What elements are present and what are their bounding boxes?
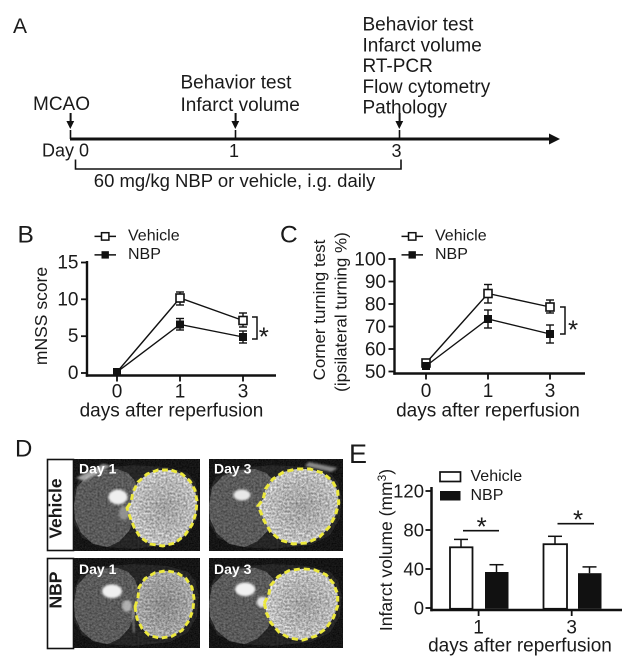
svg-text:Corner turning test: Corner turning test — [310, 239, 329, 380]
svg-text:3: 3 — [566, 618, 577, 639]
svg-text:C: C — [280, 222, 298, 249]
svg-text:90: 90 — [365, 272, 386, 293]
svg-text:Pathology: Pathology — [363, 98, 448, 119]
svg-text:70: 70 — [365, 317, 386, 338]
svg-text:1: 1 — [483, 381, 494, 402]
svg-text:0: 0 — [414, 598, 424, 619]
svg-text:Day 3: Day 3 — [214, 461, 252, 477]
svg-text:NBP: NBP — [46, 571, 66, 608]
svg-text:(ipsilateral turning %): (ipsilateral turning %) — [332, 232, 351, 392]
svg-text:3: 3 — [391, 141, 401, 161]
svg-text:15: 15 — [57, 253, 78, 274]
svg-text:60: 60 — [365, 340, 386, 361]
svg-text:RT-PCR: RT-PCR — [363, 56, 433, 77]
svg-text:A: A — [13, 15, 27, 38]
svg-text:0: 0 — [112, 382, 123, 403]
svg-text:NBP: NBP — [471, 487, 504, 504]
svg-text:B: B — [18, 222, 34, 249]
svg-text:80: 80 — [365, 295, 386, 316]
svg-text:days after reperfusion: days after reperfusion — [428, 636, 612, 657]
svg-text:*: * — [568, 314, 578, 344]
svg-text:5: 5 — [68, 326, 79, 347]
svg-text:Infarct volume (mm3): Infarct volume (mm3) — [375, 469, 396, 631]
svg-text:0: 0 — [68, 363, 79, 384]
svg-text:Vehicle: Vehicle — [46, 478, 66, 539]
svg-text:80: 80 — [403, 520, 424, 541]
svg-text:*: * — [477, 512, 487, 542]
svg-text:days after reperfusion: days after reperfusion — [80, 401, 264, 422]
svg-text:mNSS score: mNSS score — [31, 267, 51, 365]
svg-text:*: * — [259, 321, 269, 351]
svg-text:3: 3 — [238, 382, 249, 403]
svg-text:Day 0: Day 0 — [42, 141, 89, 161]
svg-text:days after reperfusion: days after reperfusion — [396, 401, 580, 422]
svg-text:Infarct volume: Infarct volume — [181, 95, 300, 116]
svg-text:MCAO: MCAO — [33, 94, 90, 115]
svg-text:60 mg/kg NBP or vehicle, i.g.: 60 mg/kg NBP or vehicle, i.g. daily — [94, 170, 376, 191]
svg-text:Day 1: Day 1 — [79, 561, 117, 577]
svg-text:40: 40 — [403, 559, 424, 580]
svg-text:Flow cytometry: Flow cytometry — [363, 77, 491, 98]
svg-text:Day 3: Day 3 — [214, 561, 252, 577]
svg-text:Infarct volume: Infarct volume — [363, 35, 482, 56]
svg-text:120: 120 — [393, 481, 424, 502]
svg-text:100: 100 — [354, 250, 386, 271]
svg-text:3: 3 — [545, 381, 556, 402]
svg-text:10: 10 — [57, 289, 78, 310]
svg-text:Day 1: Day 1 — [79, 461, 117, 477]
svg-text:1: 1 — [175, 382, 186, 403]
svg-text:0: 0 — [421, 381, 432, 402]
svg-text:Vehicle: Vehicle — [128, 227, 180, 244]
svg-text:*: * — [573, 505, 583, 535]
svg-text:Behavior test: Behavior test — [363, 15, 475, 36]
svg-text:1: 1 — [473, 618, 484, 639]
svg-text:NBP: NBP — [128, 246, 161, 263]
svg-text:Behavior test: Behavior test — [181, 73, 293, 94]
svg-text:NBP: NBP — [435, 246, 468, 263]
svg-text:E: E — [349, 439, 367, 469]
svg-text:1: 1 — [229, 141, 239, 161]
svg-text:50: 50 — [365, 362, 386, 383]
svg-text:Vehicle: Vehicle — [471, 468, 523, 485]
svg-text:D: D — [15, 436, 32, 463]
svg-text:Vehicle: Vehicle — [435, 227, 487, 244]
